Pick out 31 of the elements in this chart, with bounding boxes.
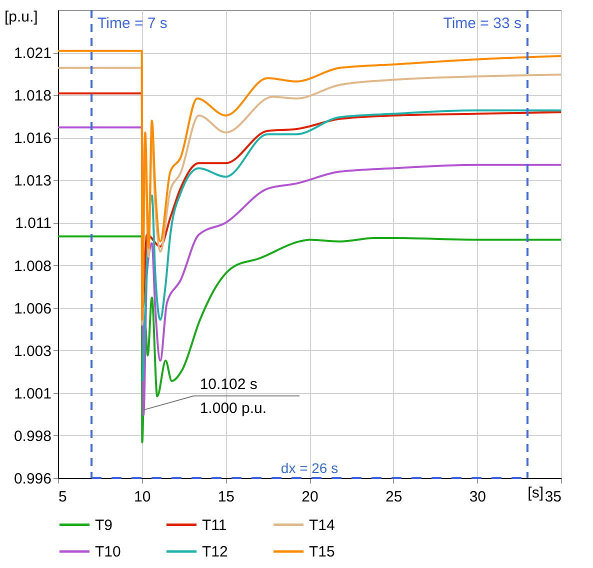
- line-series: [58, 235, 561, 444]
- y-tick-label: 1.008: [14, 258, 52, 275]
- legend-label: T14: [309, 516, 335, 534]
- legend-label: T9: [95, 516, 113, 534]
- y-axis-title: [p.u.]: [4, 8, 38, 26]
- y-tick-label: 1.003: [14, 342, 52, 360]
- x-axis-title: [s]: [528, 484, 544, 502]
- x-tick-label: 20: [302, 488, 318, 506]
- y-tick-label: 1.001: [14, 385, 52, 402]
- y-tick-label: 0.996: [14, 470, 52, 488]
- x-tick-label: 25: [385, 488, 402, 506]
- x-tick-label: 15: [218, 488, 235, 506]
- y-tick-label: 0.998: [14, 428, 52, 445]
- x-tick-label: 30: [469, 488, 486, 506]
- annotation: 10.102 s 1.000 p.u.: [200, 376, 267, 417]
- x-tick-label: 10: [134, 488, 151, 506]
- y-tick-label: 1.016: [14, 130, 52, 148]
- ref-line-label: Time = 33 s: [443, 15, 522, 32]
- legend-label: T10: [95, 544, 121, 560]
- y-tick-label: 1.018: [14, 88, 52, 105]
- legend-label: T12: [202, 544, 228, 560]
- legend-label: T11: [202, 516, 227, 534]
- y-tick-label: 1.011: [15, 215, 52, 232]
- annotation: dx = 26 s: [280, 460, 338, 476]
- y-tick-label: 1.006: [14, 300, 52, 318]
- x-tick-label: 5: [58, 488, 67, 506]
- x-tick-label: 35: [544, 488, 562, 506]
- y-tick-label: 1.013: [14, 172, 52, 190]
- y-tick-label: 1.021: [14, 45, 52, 62]
- legend-label: T15: [309, 544, 335, 560]
- ref-line-label: Time = 7 s: [98, 15, 168, 32]
